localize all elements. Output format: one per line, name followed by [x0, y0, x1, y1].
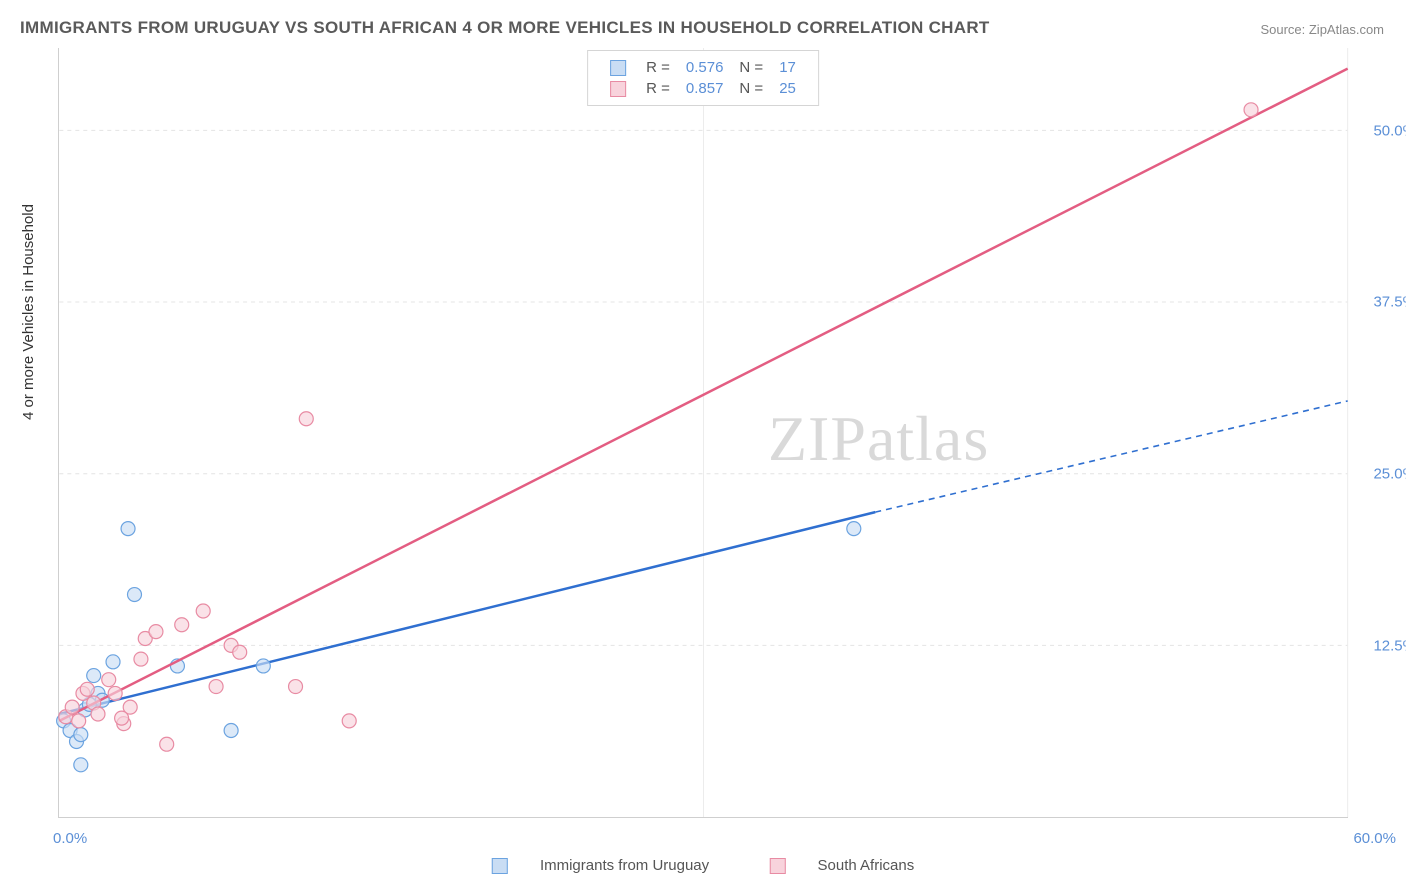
swatch-uruguay-icon	[492, 858, 508, 874]
chart-container: IMMIGRANTS FROM URUGUAY VS SOUTH AFRICAN…	[0, 0, 1406, 892]
y-tick-label: 37.5%	[1373, 294, 1406, 311]
legend-item-uruguay: Immigrants from Uruguay	[478, 857, 728, 874]
y-tick-label: 50.0%	[1373, 122, 1406, 139]
x-tick-origin: 0.0%	[53, 830, 87, 847]
n-label: N =	[731, 57, 771, 78]
legend-row-uruguay: R = 0.576 N = 17	[602, 57, 804, 78]
legend-label-south-african: South Africans	[818, 857, 915, 874]
swatch-uruguay	[610, 60, 626, 76]
swatch-south-african	[610, 81, 626, 97]
y-tick-label: 12.5%	[1373, 638, 1406, 655]
legend-stats: R = 0.576 N = 17 R = 0.857 N = 25	[587, 50, 819, 106]
source-label: Source: ZipAtlas.com	[1260, 22, 1384, 37]
x-tick-max: 60.0%	[1353, 830, 1396, 847]
y-tick-label: 25.0%	[1373, 466, 1406, 483]
r-label: R =	[638, 78, 678, 99]
swatch-south-african-icon	[769, 858, 785, 874]
n-value-south-african: 25	[771, 78, 804, 99]
r-label: R =	[638, 57, 678, 78]
legend-series: Immigrants from Uruguay South Africans	[464, 857, 942, 874]
legend-row-south-african: R = 0.857 N = 25	[602, 78, 804, 99]
r-value-south-african: 0.857	[678, 78, 732, 99]
chart-svg	[59, 48, 1348, 817]
n-value-uruguay: 17	[771, 57, 804, 78]
legend-label-uruguay: Immigrants from Uruguay	[540, 857, 709, 874]
r-value-uruguay: 0.576	[678, 57, 732, 78]
y-axis-label: 4 or more Vehicles in Household	[20, 204, 37, 420]
plot-area: ZIPatlas 12.5%25.0%37.5%50.0%0.0%60.0%	[58, 48, 1348, 818]
n-label: N =	[731, 78, 771, 99]
chart-title: IMMIGRANTS FROM URUGUAY VS SOUTH AFRICAN…	[20, 18, 990, 38]
legend-item-south-african: South Africans	[755, 857, 928, 874]
